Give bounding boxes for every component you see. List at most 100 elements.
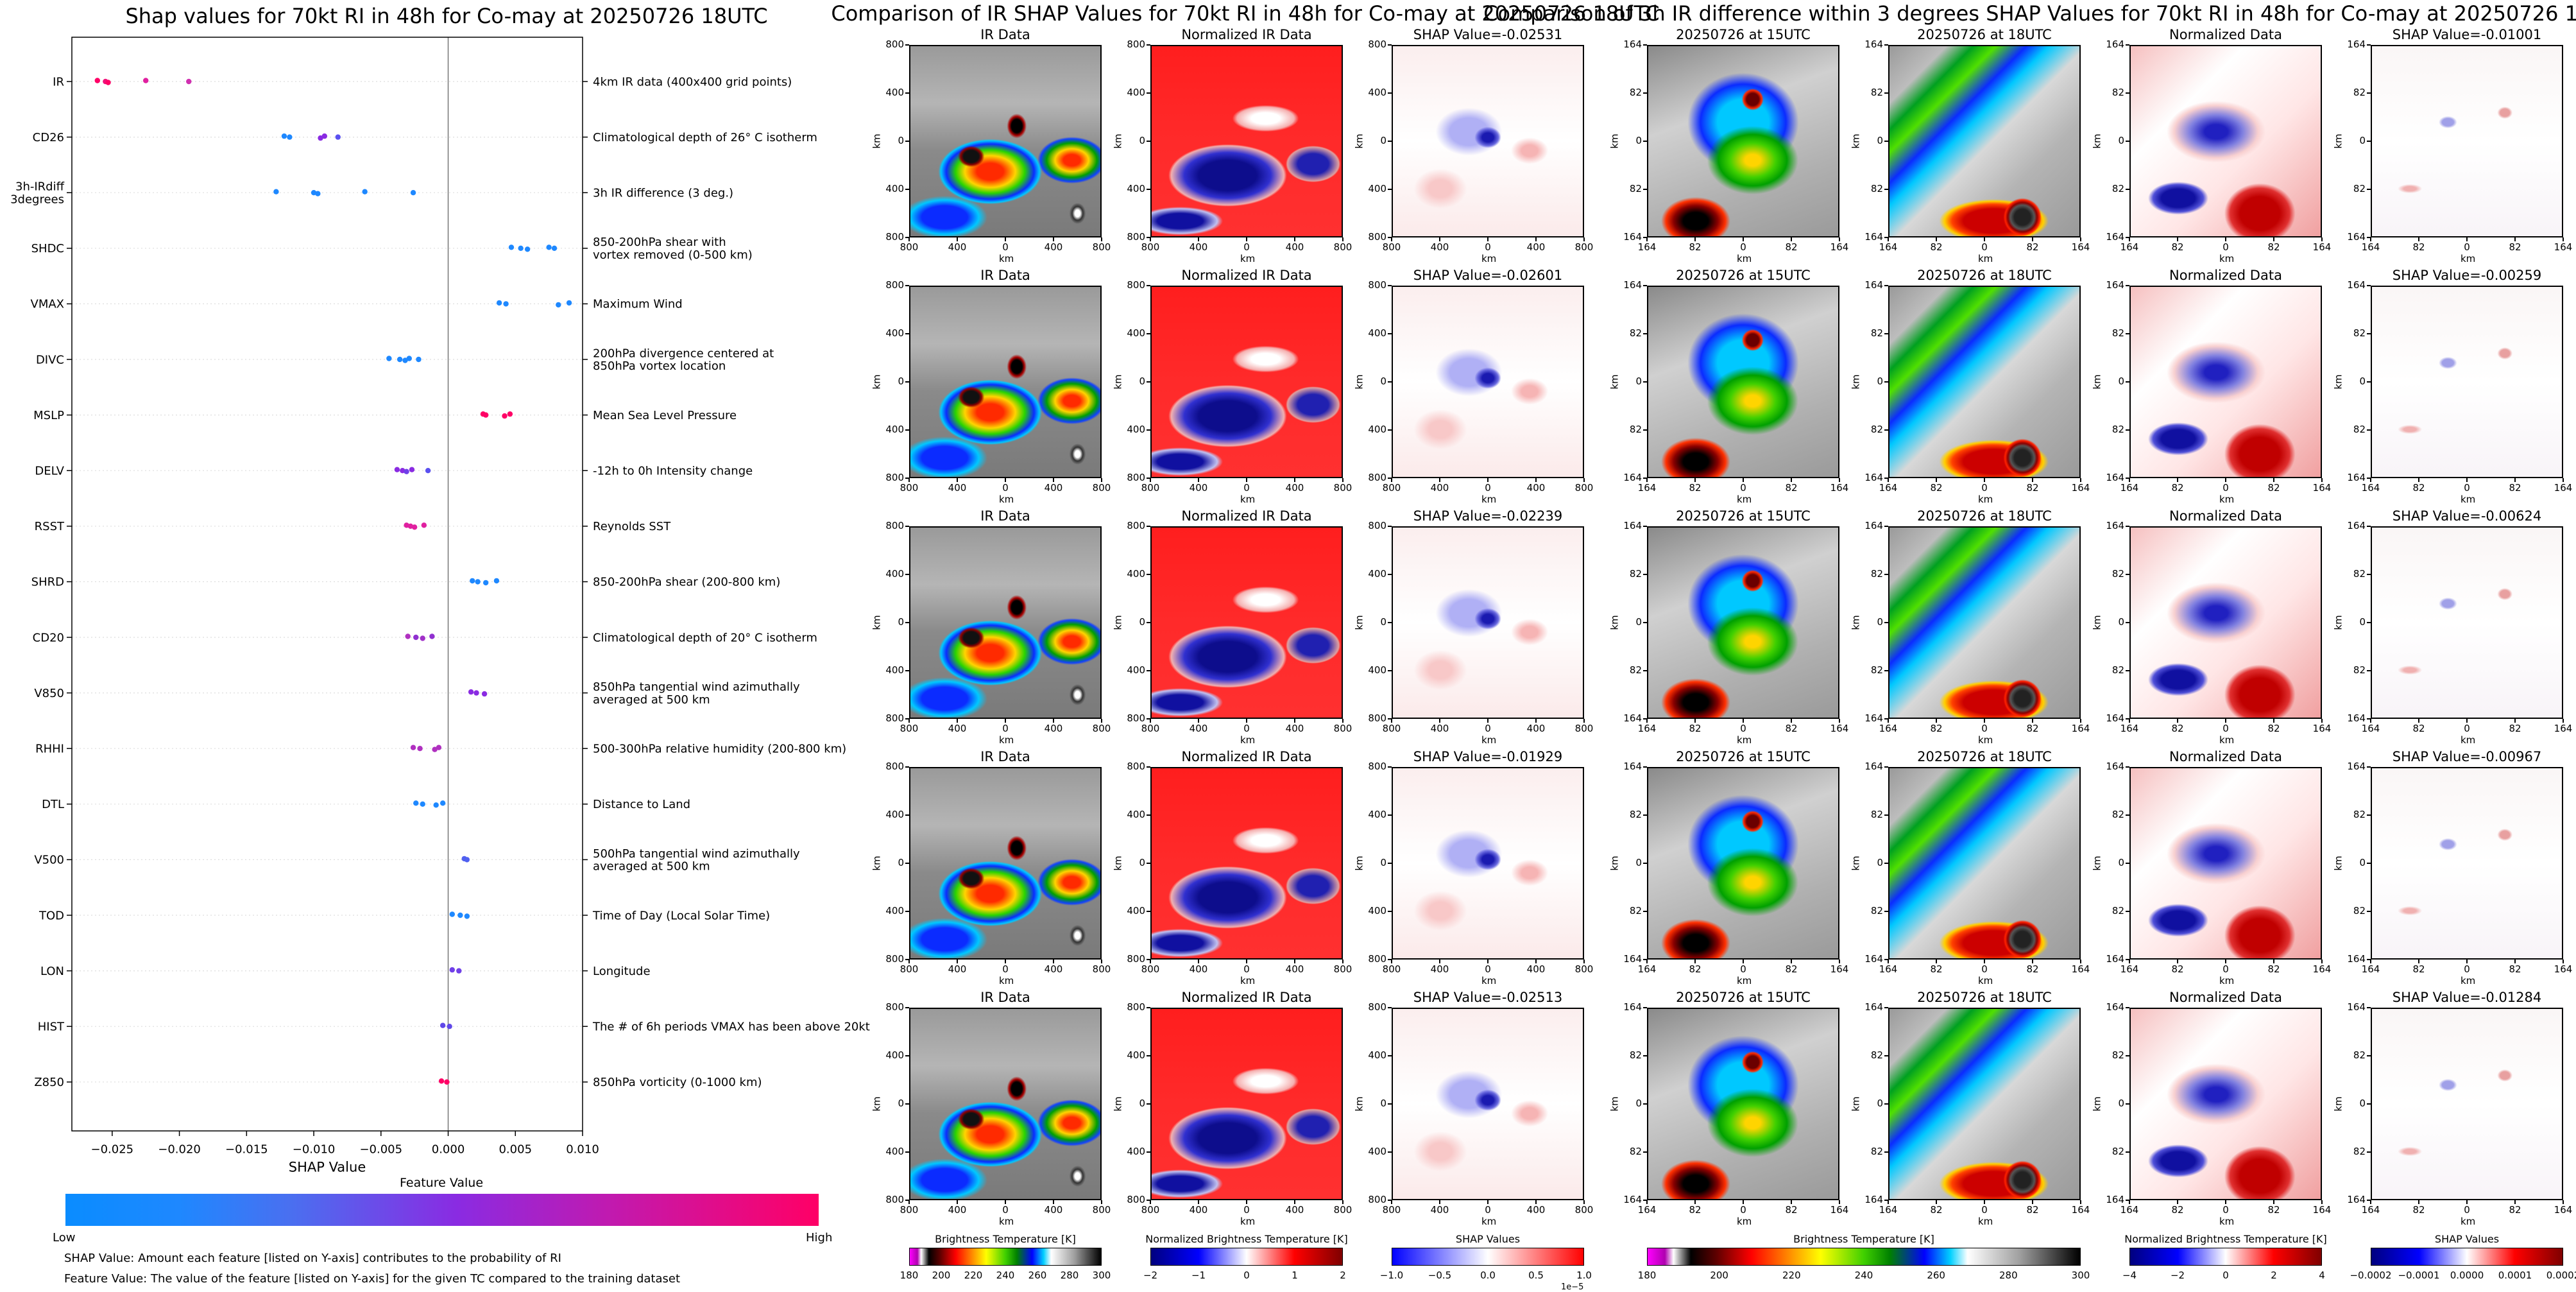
x-tick-label: 0 [2464,1204,2470,1216]
x-tick [1839,1200,1840,1204]
y-axis-label: km [871,615,883,630]
x-tick-label: 164 [1637,482,1657,494]
feature-description: 500hPa tangential wind azimuthally averag… [593,847,800,874]
y-tick [905,237,909,238]
x-tick-label: 400 [1526,1204,1546,1216]
y-tick [2126,526,2129,527]
y-tick-label: 82 [1629,87,1642,98]
x-tick [1101,1200,1102,1204]
x-axis-label: km [1737,975,1752,986]
y-tick-label: 82 [2353,1146,2366,1157]
x-tick [2273,1200,2274,1204]
x-tick [2418,960,2419,963]
ir-15utc-panel [1647,45,1839,237]
x-tick [957,1200,958,1204]
diff-norm-colorbar-label: Normalized Brightness Temperature [K] [2124,1233,2327,1245]
ir-colorbar-tick: 280 [1060,1270,1079,1281]
y-tick-label: 400 [1368,87,1386,98]
diff-shap-colorbar-tick: 0.0002 [2546,1270,2576,1281]
x-tick-label: 164 [1830,482,1849,494]
x-tick-label: 800 [1333,1204,1352,1216]
normalized-ir-panel [1150,1008,1343,1200]
x-tick-label: 800 [1141,1204,1160,1216]
normalized-diff-panel-title: Normalized Data [2169,268,2282,283]
y-tick-label: 164 [2347,39,2366,50]
y-tick [905,670,909,671]
x-tick-label: 800 [1574,723,1594,734]
ir-data-panel [909,286,1102,478]
x-axis-label: km [2219,1216,2235,1227]
x-tick-label: 82 [1689,723,1702,734]
shap-point [287,134,293,140]
y-tick-label: 800 [1127,712,1145,724]
y-tick-label: 400 [1368,1146,1386,1157]
x-tick-label: 82 [2509,482,2521,494]
x-tick-label: 82 [1689,963,1702,975]
shap-point [335,134,341,140]
feature-label: DTL [42,798,64,811]
diff-shap-colorbar-label: SHAP Values [2434,1233,2500,1245]
x-tick [2321,478,2323,482]
x-tick-label: 400 [1285,723,1304,734]
y-tick [1884,863,1888,864]
x-tick-label: 82 [2026,963,2039,975]
x-tick-label: 164 [2071,723,2090,734]
x-axis-label: km [1737,253,1752,264]
normalized-ir-panel-title: Normalized IR Data [1181,990,1312,1005]
x-tick-label: 82 [1785,241,1798,253]
y-tick [1388,429,1392,431]
y-tick-label: 0 [898,857,904,868]
x-tick [2418,478,2419,482]
x-tick-label: 0 [1981,1204,1988,1216]
ir-data-panel [909,767,1102,960]
y-tick [1884,622,1888,623]
feature-description: 850-200hPa shear with vortex removed (0-5… [593,236,753,262]
y-tick [1884,285,1888,286]
diff-shap-colorbar-tick: −0.0001 [2398,1270,2440,1281]
y-tick-label: 0 [898,1098,904,1109]
y-tick [1388,622,1392,623]
ir-shap-panel-title: SHAP Value=-0.02601 [1413,268,1563,283]
x-tick [1198,1200,1199,1204]
y-tick [1643,766,1647,768]
y-tick [905,814,909,816]
x-tick-label: 164 [2361,241,2380,253]
x-tick [2418,719,2419,723]
x-tick [2273,960,2274,963]
y-tick-label: 0 [1635,857,1642,868]
y-tick [1388,1200,1392,1201]
x-tick [1439,478,1440,482]
nir-colorbar-label: Normalized Brightness Temperature [K] [1145,1233,1348,1245]
shap-point [439,800,446,806]
y-tick-label: 400 [885,87,904,98]
y-tick [1884,1007,1888,1008]
ir-18utc-panel-title: 20250726 at 18UTC [1917,508,2052,524]
x-tick [2225,960,2226,963]
x-tick-label: 400 [1526,482,1546,494]
y-tick [2367,574,2371,575]
diff-bt-colorbar [1647,1248,2081,1266]
diff-shap-colorbar [2371,1248,2563,1266]
y-tick [1884,1055,1888,1056]
x-axis-label: km [2461,734,2476,746]
x-axis-label: km [1978,1216,1993,1227]
y-tick-label: 82 [1629,327,1642,339]
y-tick [1388,959,1392,960]
y-tick [1147,574,1150,575]
x-tick-label: 0 [1981,241,1988,253]
x-tick-label: 0 [1485,241,1491,253]
x-tick [2080,719,2081,723]
y-tick-label: 164 [1623,279,1642,291]
x-axis-label: km [999,734,1014,746]
feature-description: 850hPa vorticity (0-1000 km) [593,1076,762,1089]
x-tick [1535,960,1537,963]
feature-description: 3h IR difference (3 deg.) [593,187,733,200]
y-tick-label: 164 [1623,953,1642,965]
feature-description: Mean Sea Level Pressure [593,409,737,422]
ir-colorbar [909,1248,1102,1266]
y-tick [2126,285,2129,286]
x-tick-label: 164 [1637,241,1657,253]
x-tick-label: 0 [2222,241,2229,253]
shap-point [105,80,111,85]
x-tick-label: 0 [1485,963,1491,975]
